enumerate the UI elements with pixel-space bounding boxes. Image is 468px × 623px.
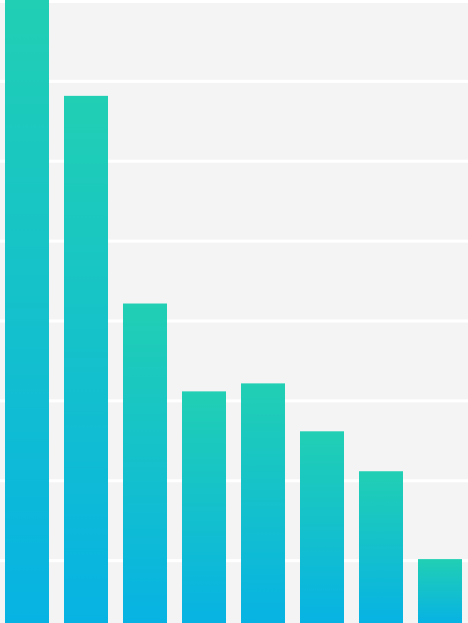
- bar: [241, 383, 285, 623]
- bar: [5, 0, 49, 623]
- bar: [182, 391, 226, 623]
- bar: [64, 95, 108, 623]
- bar: [300, 431, 344, 623]
- bar: [123, 303, 167, 623]
- bar: [359, 471, 403, 623]
- bar: [418, 559, 462, 623]
